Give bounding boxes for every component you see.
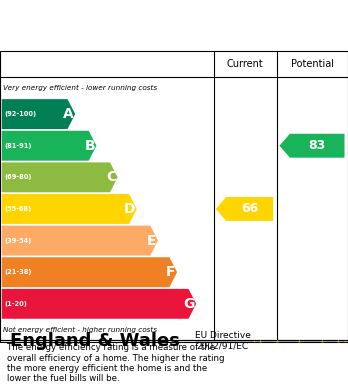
Text: EU Directive
2002/91/EC: EU Directive 2002/91/EC — [195, 332, 251, 351]
Text: (39-54): (39-54) — [5, 238, 32, 244]
Text: England & Wales: England & Wales — [10, 332, 180, 350]
Polygon shape — [2, 226, 158, 255]
Text: A: A — [63, 107, 74, 121]
Text: D: D — [124, 202, 135, 216]
Text: (21-38): (21-38) — [5, 269, 32, 275]
Text: C: C — [106, 170, 116, 184]
Polygon shape — [2, 257, 177, 287]
Text: F: F — [166, 265, 176, 279]
Text: (69-80): (69-80) — [5, 174, 32, 180]
Text: Potential: Potential — [291, 59, 334, 69]
Text: Energy Efficiency Rating: Energy Efficiency Rating — [69, 18, 279, 33]
Text: G: G — [183, 297, 195, 311]
Bar — [195, 341, 348, 342]
Text: B: B — [85, 139, 95, 153]
Polygon shape — [2, 99, 75, 129]
Polygon shape — [2, 194, 137, 224]
Polygon shape — [2, 162, 118, 192]
Text: 83: 83 — [309, 139, 326, 152]
Text: (55-68): (55-68) — [5, 206, 32, 212]
Text: E: E — [147, 233, 157, 248]
Text: (1-20): (1-20) — [5, 301, 27, 307]
Polygon shape — [2, 289, 196, 319]
Text: Not energy efficient - higher running costs: Not energy efficient - higher running co… — [3, 327, 157, 334]
Text: (92-100): (92-100) — [5, 111, 37, 117]
Polygon shape — [279, 134, 345, 158]
Text: The energy efficiency rating is a measure of the
overall efficiency of a home. T: The energy efficiency rating is a measur… — [7, 343, 224, 383]
Polygon shape — [2, 131, 96, 161]
Text: Very energy efficient - lower running costs: Very energy efficient - lower running co… — [3, 85, 157, 91]
Text: Current: Current — [227, 59, 264, 69]
Text: 66: 66 — [241, 203, 258, 215]
Polygon shape — [216, 197, 273, 221]
Text: (81-91): (81-91) — [5, 143, 32, 149]
